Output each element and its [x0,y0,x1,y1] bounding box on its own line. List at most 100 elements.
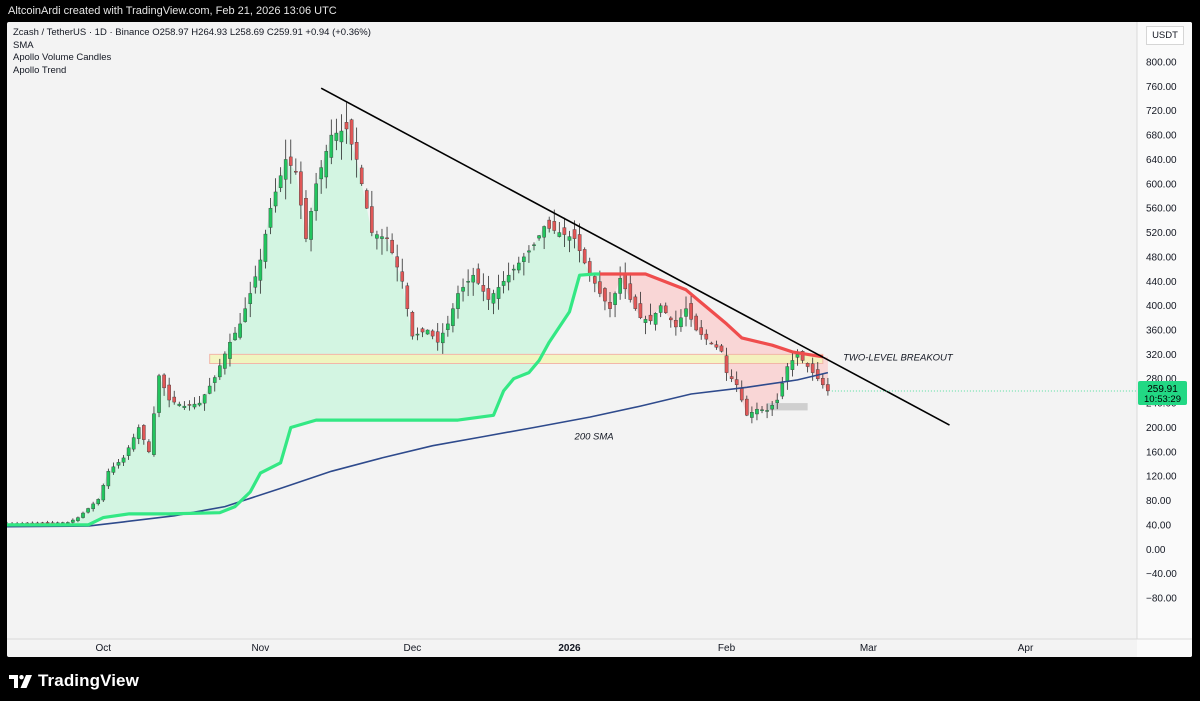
candle-up [177,403,182,406]
candle-up [765,410,769,412]
candle-down [633,296,638,309]
candle-down [187,404,192,406]
candle-up [461,287,465,292]
candle-down [663,305,668,313]
candle-down [344,122,349,130]
price-axis-tick: 400.00 [1146,301,1177,312]
candle-up [212,377,217,383]
candle-down [805,363,810,367]
tradingview-logo[interactable]: TradingView [9,671,139,691]
candle-up [273,191,278,207]
time-axis-tick: Nov [251,643,269,654]
candle-down [476,268,481,284]
candle-down [172,396,177,403]
trend-fill-bearish [599,274,828,416]
price-axis-tick: 280.00 [1146,374,1177,385]
candle-down [709,342,714,345]
candle-down [699,327,704,335]
candle-up [197,402,202,406]
price-axis-tick: −40.00 [1146,569,1177,580]
candle-up [314,183,318,212]
candle-up [446,323,450,330]
candle-up [136,427,141,439]
tradingview-logo-icon [9,674,32,688]
candle-up [537,235,541,239]
price-axis-tick: −80.00 [1146,594,1177,605]
price-chart[interactable]: TWO-LEVEL BREAKOUT 200 SMA 800.00 760.00 720… [7,22,1192,657]
candle-up [496,287,501,299]
candle-up [202,394,207,404]
candle-up [339,130,344,143]
candle-down [410,311,415,337]
price-axis-tick: 120.00 [1146,472,1177,483]
candle-down [623,273,628,290]
candle-up [152,413,156,455]
price-axis-tick: 760.00 [1146,82,1177,93]
currency-selector[interactable]: USDT [1146,26,1184,45]
candle-up [618,278,622,294]
price-axis-tick: 160.00 [1146,447,1177,458]
candle-down [821,378,825,386]
candle-up [760,409,764,411]
candle-up [506,274,511,283]
candle-down [547,219,551,229]
chart-frame[interactable]: TWO-LEVEL BREAKOUT 200 SMA 800.00 760.00 720… [7,22,1192,657]
indicator-apollo-trend[interactable]: Apollo Trend [13,64,67,76]
candle-up [501,281,506,286]
apollo-trend-bullish-line [7,272,600,527]
candle-down [304,198,308,239]
candle-down [405,285,410,309]
candle-up [511,268,516,271]
candle-up [71,519,75,523]
candle-down [608,301,612,309]
candle-down [294,171,298,173]
candle-down [810,363,815,373]
candle-up [192,403,197,408]
candle-down [603,288,607,302]
candle-up [795,354,800,358]
candle-down [552,221,557,231]
sma-200-line [7,371,829,528]
candle-up [283,159,288,180]
candle-up [684,308,688,317]
candle-up [679,317,683,328]
candle-down [582,249,587,264]
candle-up [755,408,759,415]
indicator-sma[interactable]: SMA [13,39,34,51]
candle-up [542,226,546,238]
candle-down [669,317,673,321]
indicator-apollo-volume-candles[interactable]: Apollo Volume Candles [13,52,112,63]
candle-up [516,262,521,271]
price-axis-tick: 0.00 [1146,545,1166,556]
candle-down [430,330,435,337]
candle-up [491,293,496,304]
candle-up [182,405,187,408]
candle-up [567,236,572,241]
price-axis-background[interactable] [1137,22,1192,657]
candle-up [750,412,754,418]
candle-down [593,276,597,284]
candle-up [375,234,379,239]
price-axis-tick: 440.00 [1146,277,1177,288]
candle-up [380,236,384,239]
candle-up [253,276,258,288]
candle-up [243,308,247,322]
candle-down [562,227,567,235]
candle-down [577,234,582,252]
candle-up [218,365,222,378]
last-price-tag [1138,380,1187,405]
candles-group [7,102,830,526]
symbol-ohlc-line[interactable]: Zcash / TetherUS · 1D · Binance O258.97 … [13,27,371,38]
time-axis-tick: Mar [860,643,878,654]
chart-legend: Zcash / TetherUS · 1D · Binance O258.97 … [13,27,371,77]
candle-up [456,293,460,309]
candle-down [648,314,653,322]
candle-up [207,385,212,394]
candle-down [147,441,151,453]
candle-up [126,447,131,456]
candle-countdown: 10:53:29 [1144,394,1181,405]
candle-up [319,167,323,180]
candle-up [157,375,161,413]
candle-down [288,156,293,166]
candle-up [785,366,790,382]
